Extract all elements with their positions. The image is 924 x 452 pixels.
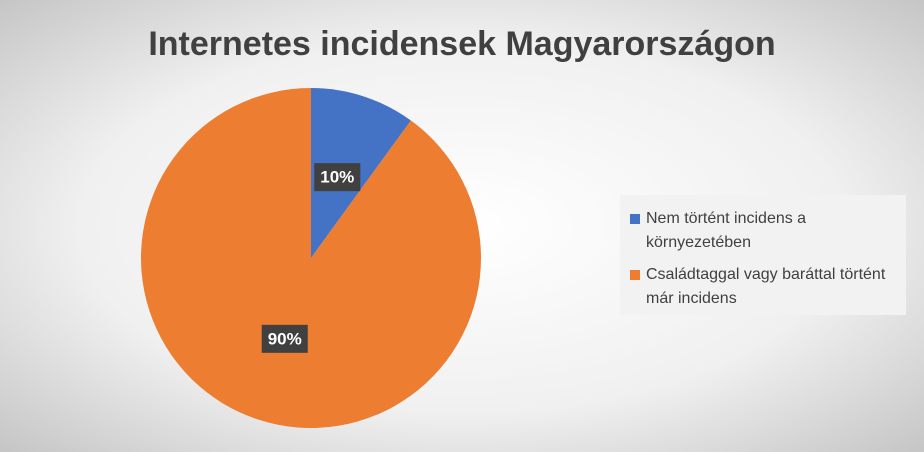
legend-item: Családtaggal vagy baráttal történt már i… <box>630 263 896 311</box>
legend-item: Nem történt incidens a környezetében <box>630 207 896 255</box>
chart-title: Internetes incidensek Magyarországon <box>148 25 775 63</box>
legend-label: Családtaggal vagy baráttal történt már i… <box>646 266 886 307</box>
data-label: 90% <box>261 324 308 353</box>
legend-swatch <box>630 214 640 224</box>
data-label-text: 90% <box>268 329 302 348</box>
pie-slice <box>141 88 482 428</box>
pie-slice <box>311 88 411 258</box>
legend-swatch <box>630 270 640 280</box>
data-label-text: 10% <box>320 168 354 187</box>
data-label: 10% <box>314 163 361 192</box>
legend: Nem történt incidens a környezetében Csal… <box>620 195 906 315</box>
data-label-box <box>314 163 361 192</box>
legend-label: Nem történt incidens a környezetében <box>646 210 807 251</box>
data-label-box <box>261 324 308 353</box>
